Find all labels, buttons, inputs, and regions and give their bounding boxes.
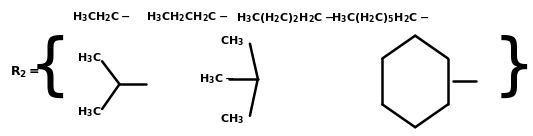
Text: $\mathbf{H_3C}$: $\mathbf{H_3C}$ bbox=[77, 52, 102, 65]
Text: $\mathbf{H_3C}$: $\mathbf{H_3C}$ bbox=[77, 106, 102, 119]
Text: $\{$: $\{$ bbox=[28, 35, 63, 101]
Text: $\}$: $\}$ bbox=[492, 35, 528, 101]
Text: $\mathbf{H_3C(H_2C)_5H_2C-}$: $\mathbf{H_3C(H_2C)_5H_2C-}$ bbox=[330, 10, 429, 24]
Text: $\mathbf{R_2}\mathbf{=}$: $\mathbf{R_2}\mathbf{=}$ bbox=[10, 64, 40, 80]
Text: $\mathbf{CH_3}$: $\mathbf{CH_3}$ bbox=[220, 112, 244, 126]
Text: $\mathbf{H_3CH_2CH_2C-}$: $\mathbf{H_3CH_2CH_2C-}$ bbox=[146, 11, 228, 24]
Text: $\mathbf{H_3CH_2C-}$: $\mathbf{H_3CH_2C-}$ bbox=[72, 11, 131, 24]
Text: $\mathbf{CH_3}$: $\mathbf{CH_3}$ bbox=[220, 34, 244, 48]
Text: $\mathbf{H_3C-}$: $\mathbf{H_3C-}$ bbox=[199, 72, 235, 86]
Text: $\mathbf{H_3C(H_2C)_2H_2C-}$: $\mathbf{H_3C(H_2C)_2H_2C-}$ bbox=[236, 10, 334, 24]
